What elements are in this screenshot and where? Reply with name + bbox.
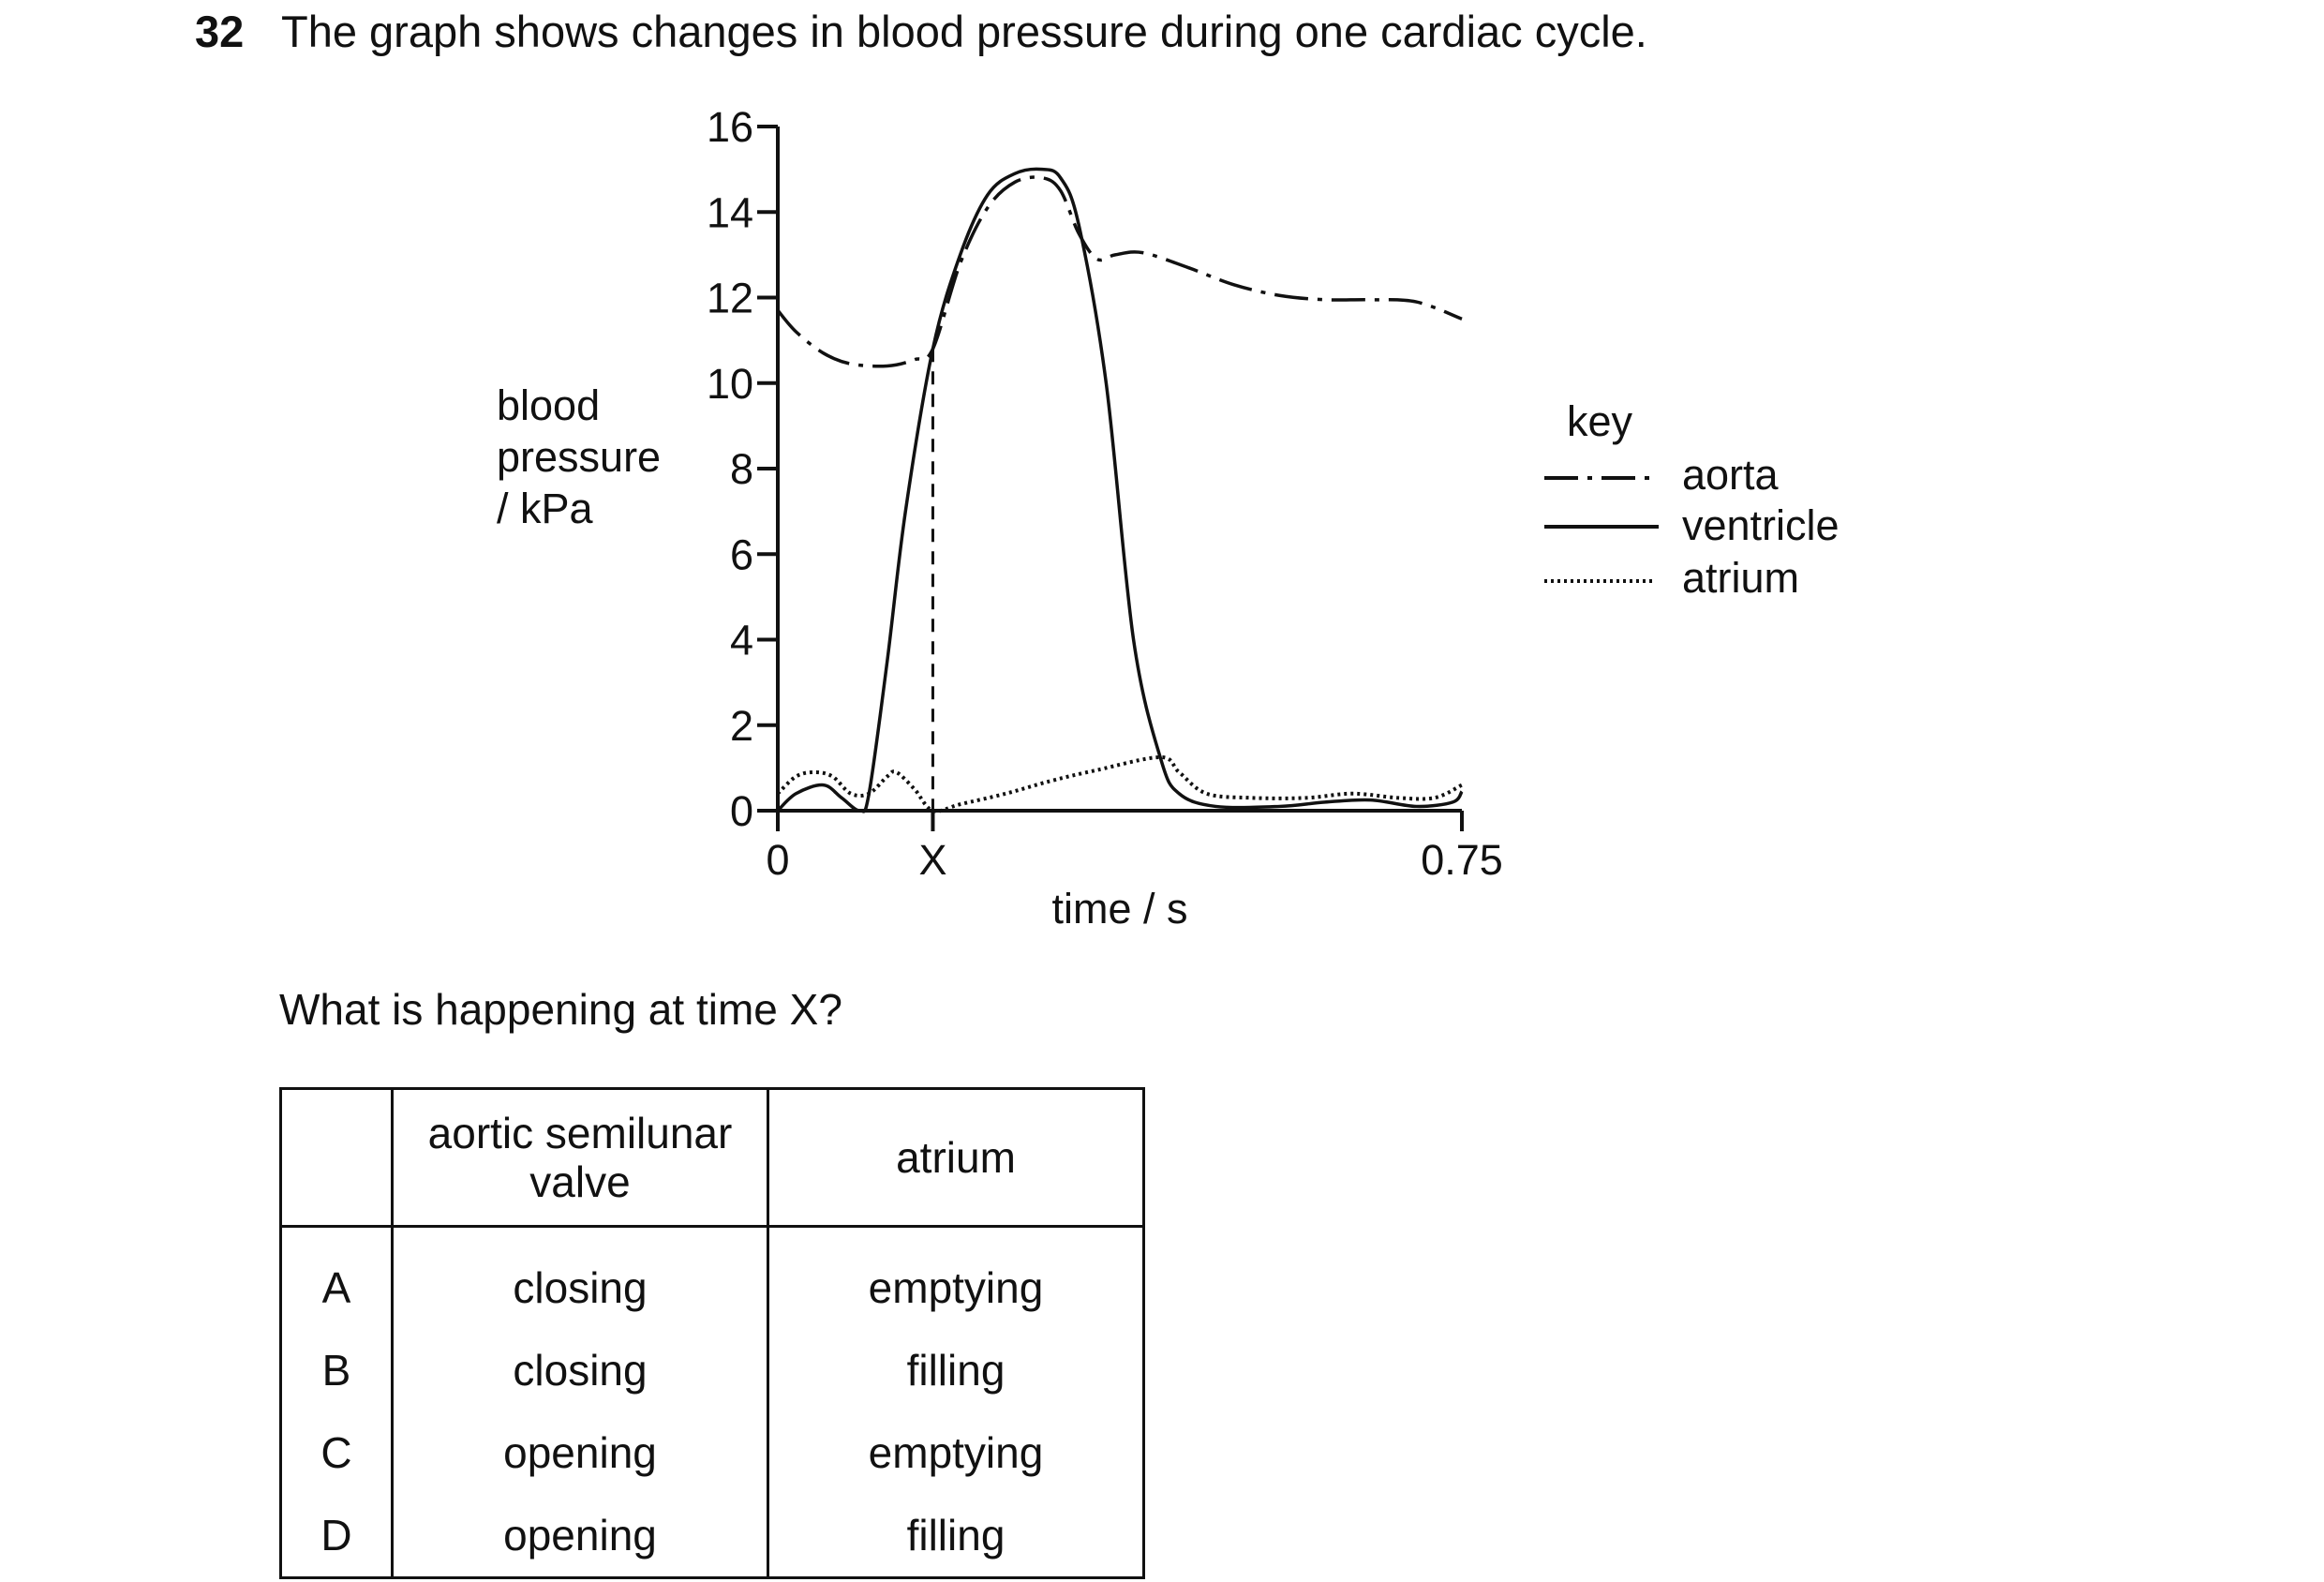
option-row-c[interactable]: C opening emptying [279,1411,1145,1494]
blood-pressure-chart: blood pressure / kPa time / s 0 2 4 6 8 10 12 1… [497,103,1840,933]
option-valve: closing [391,1329,769,1411]
header-letter-cell [279,1087,394,1228]
legend-label-atrium: atrium [1682,554,1799,602]
options-table: aortic semilunar valve atrium A closing … [279,1087,1145,1579]
option-atrium: filling [767,1494,1145,1579]
series-line-atrium [776,754,1463,813]
option-valve: closing [391,1226,769,1329]
question-prompt: What is happening at time X? [279,985,842,1034]
option-atrium: emptying [767,1411,1145,1494]
option-atrium: filling [767,1329,1145,1411]
y-tick-label-2: 2 [730,702,753,750]
x-tick-label-0.75: 0.75 [1421,836,1503,884]
header-valve-line-1: aortic semilunar [427,1109,733,1157]
option-letter: C [279,1411,394,1494]
series-line-ventricle [776,167,1464,813]
ticks: 0 2 4 6 8 10 12 14 16 0 X 0.75 [707,103,1503,884]
option-row-a[interactable]: A closing emptying [279,1226,1145,1329]
y-tick-label-6: 6 [730,530,753,578]
x-tick-label-0: 0 [766,836,789,884]
option-atrium: emptying [767,1226,1145,1329]
option-letter: A [279,1226,394,1329]
option-valve: opening [391,1494,769,1579]
legend-label-ventricle: ventricle [1682,501,1840,549]
series-line-aorta [776,175,1463,368]
x-axis-label: time / s [1051,885,1187,933]
option-row-b[interactable]: B closing filling [279,1329,1145,1411]
header-valve-line-2: valve [529,1157,631,1206]
question-text: The graph shows changes in blood pressur… [281,7,1647,56]
option-letter: B [279,1329,394,1411]
series-lines [776,167,1464,813]
y-tick-label-14: 14 [707,188,753,236]
y-axis-label-line-2: pressure [497,433,661,481]
option-letter: D [279,1494,394,1579]
y-tick-label-16: 16 [707,103,753,151]
y-tick-label-4: 4 [730,617,753,664]
header-atrium-cell: atrium [767,1087,1145,1228]
y-tick-label-12: 12 [707,275,753,322]
option-valve: opening [391,1411,769,1494]
x-tick-label-X: X [918,836,946,884]
header-valve-cell: aortic semilunar valve [391,1087,769,1228]
y-axis-label-line-3: / kPa [497,485,594,532]
table-header-row: aortic semilunar valve atrium [279,1087,1145,1228]
option-row-d[interactable]: D opening filling [279,1494,1145,1579]
legend-title: key [1567,397,1633,445]
question-number: 32 [195,7,245,56]
legend: key aorta ventricle atrium [1544,397,1840,602]
y-tick-label-10: 10 [707,360,753,408]
y-tick-label-0: 0 [730,787,753,835]
y-axis-label-line-1: blood [497,381,600,429]
legend-label-aorta: aorta [1682,451,1780,499]
y-tick-label-8: 8 [730,445,753,493]
